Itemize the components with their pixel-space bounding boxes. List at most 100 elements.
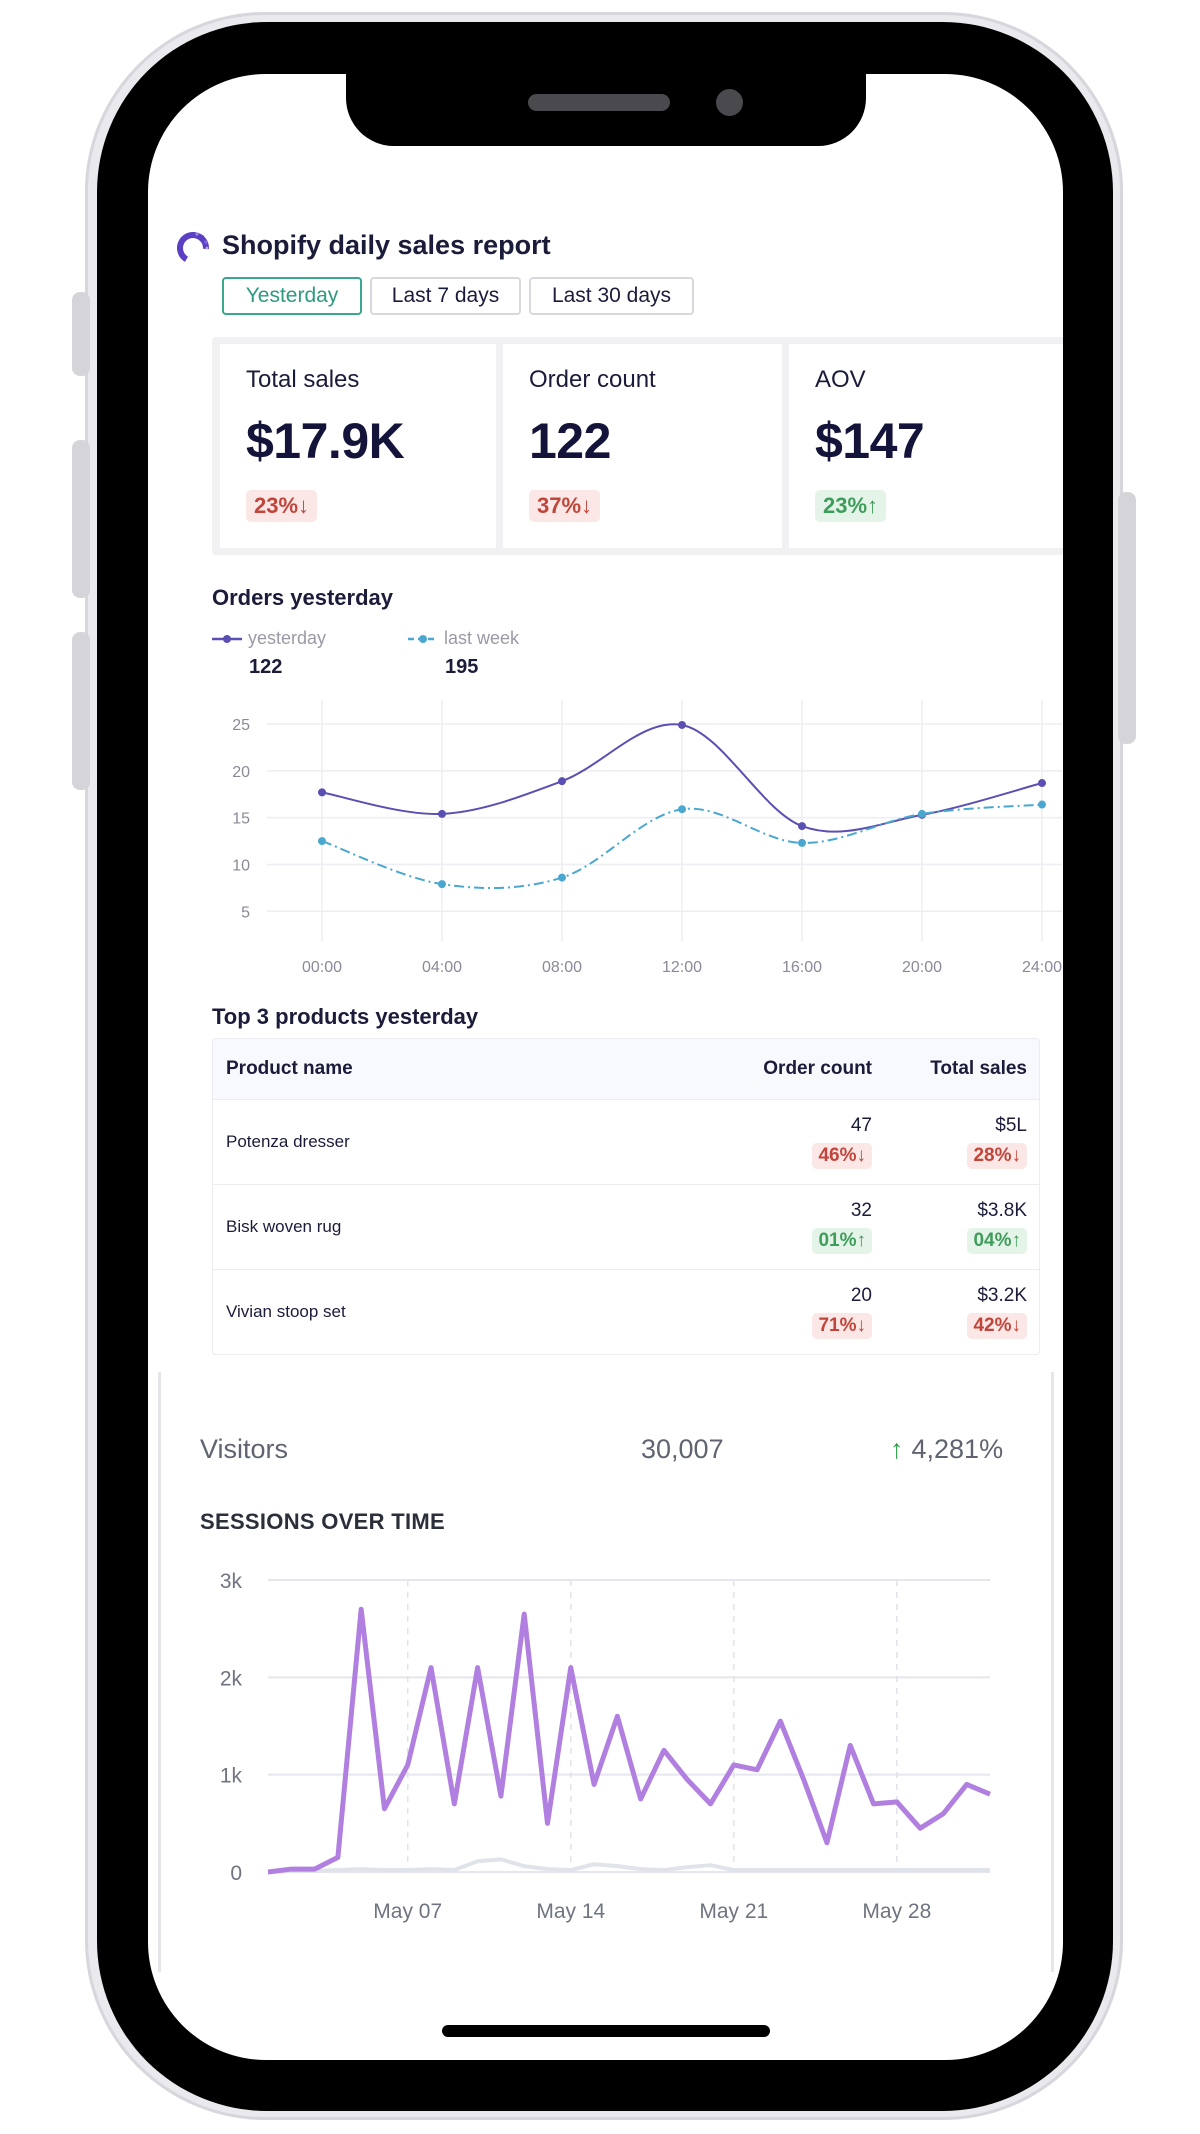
volume-down-button	[72, 632, 90, 790]
sessions-line-chart: 0 1k 2k 3k May 07 May 14 May 21 May 28	[220, 1570, 991, 1923]
data-point	[678, 805, 686, 814]
total-sales: $5L	[995, 1115, 1027, 1136]
x-tick-label: May 28	[862, 1900, 931, 1923]
visitors-change: ↑ 4,281%	[890, 1434, 1003, 1465]
order-count: 47	[850, 1115, 872, 1136]
data-point	[1038, 800, 1046, 809]
product-name: Potenza dresser	[226, 1132, 350, 1151]
y-tick-label: 25	[232, 717, 250, 734]
table-header: Product name Order count Total sales	[213, 1039, 1039, 1100]
legend-last-week[interactable]: last week	[408, 628, 519, 649]
product-name: Bisk woven rug	[226, 1217, 342, 1236]
y-tick-label: 3k	[220, 1570, 243, 1593]
data-point	[438, 809, 446, 818]
x-tick-label: May 21	[699, 1900, 768, 1923]
home-indicator	[442, 2025, 770, 2037]
power-button	[1118, 492, 1136, 744]
series-line-sessions	[267, 1606, 991, 1875]
data-point	[558, 873, 566, 882]
arrow-up-icon: ↑	[890, 1434, 904, 1464]
sales-change-badge: 42%↓	[967, 1313, 1027, 1339]
orders-line-chart: 00:00 04:00 08:00 12:00 16:00 20:00 24:00 5 10 15…	[232, 700, 1062, 976]
data-point	[438, 880, 446, 889]
x-tick-label: May 14	[536, 1900, 605, 1923]
products-title: Top 3 products yesterday	[212, 1004, 479, 1029]
x-tick-label: 16:00	[782, 959, 822, 976]
kpi-value: 122	[529, 413, 611, 469]
order-change-badge: 46%↓	[812, 1143, 872, 1169]
tab-yesterday[interactable]: Yesterday	[222, 277, 362, 315]
kpi-cards: Total sales $17.9K 23%↓ Order count 122 …	[212, 337, 1063, 555]
x-tick-label: 24:00	[1022, 959, 1062, 976]
report-title: Shopify daily sales report	[222, 230, 551, 260]
volume-up-button	[72, 440, 90, 598]
legend-line-solid-icon	[212, 635, 242, 644]
y-tick-label: 10	[232, 857, 250, 874]
kpi-total-sales: Total sales $17.9K 23%↓	[220, 344, 496, 548]
data-point	[318, 837, 326, 846]
data-point	[318, 788, 326, 797]
kpi-change-badge: 37%↓	[529, 490, 601, 522]
silent-switch	[72, 292, 90, 376]
data-point	[558, 777, 566, 786]
kpi-aov: AOV $147 23%↑	[789, 344, 1063, 548]
y-tick-label: 2k	[220, 1667, 243, 1690]
header-total-sales: Total sales	[930, 1058, 1027, 1079]
visitors-value: 30,007	[641, 1434, 724, 1464]
data-point	[1038, 779, 1046, 788]
data-point	[798, 822, 806, 831]
legend-label: last week	[444, 628, 520, 648]
header-order-count: Order count	[763, 1058, 872, 1079]
tab-last-30-days[interactable]: Last 30 days	[529, 277, 694, 315]
order-count: 20	[850, 1285, 872, 1306]
products-table: Product name Order count Total sales Pot…	[212, 1038, 1040, 1355]
sales-change-badge: 28%↓	[967, 1143, 1027, 1169]
legend-line-dashed-icon	[408, 635, 438, 644]
table-row[interactable]: Potenza dresser 47 46%↓ $5L 28%↓	[213, 1100, 1039, 1185]
kpi-label: AOV	[815, 366, 866, 393]
kpi-value: $147	[815, 413, 925, 469]
product-name: Vivian stoop set	[226, 1302, 346, 1321]
x-tick-label: 20:00	[902, 959, 942, 976]
series-line-previous-period	[267, 1857, 990, 1874]
visitors-label: Visitors	[200, 1434, 289, 1464]
y-tick-label: 15	[232, 811, 250, 828]
total-sales: $3.2K	[977, 1285, 1027, 1306]
table-row[interactable]: Vivian stoop set 20 71%↓ $3.2K 42%↓	[213, 1270, 1039, 1354]
legend-yesterday[interactable]: yesterday	[212, 628, 326, 649]
order-count: 32	[850, 1200, 872, 1221]
kpi-change-badge: 23%↑	[815, 490, 887, 522]
order-change-badge: 01%↑	[812, 1228, 872, 1254]
kpi-order-count: Order count 122 37%↓	[503, 344, 782, 548]
header-product-name: Product name	[226, 1058, 353, 1079]
phone-screen: Shopify daily sales report Yesterday Las…	[148, 74, 1063, 2060]
data-point	[918, 809, 926, 818]
x-tick-label: May 07	[373, 1900, 442, 1923]
front-camera	[716, 89, 743, 116]
legend-total-last-week: 195	[445, 656, 479, 678]
order-change-badge: 71%↓	[812, 1313, 872, 1339]
sales-change-badge: 04%↑	[967, 1228, 1027, 1254]
tab-last-7-days[interactable]: Last 7 days	[370, 277, 521, 315]
kpi-label: Total sales	[246, 366, 360, 393]
visitors-change-value: 4,281%	[911, 1434, 1004, 1464]
sessions-chart-title: SESSIONS OVER TIME	[200, 1509, 446, 1534]
x-tick-label: 12:00	[662, 959, 702, 976]
legend-total-yesterday: 122	[249, 656, 283, 678]
x-tick-label: 00:00	[302, 959, 342, 976]
legend-label: yesterday	[248, 628, 327, 648]
x-tick-label: 04:00	[422, 959, 462, 976]
x-tick-label: 08:00	[542, 959, 582, 976]
y-tick-label: 20	[232, 764, 250, 781]
orders-chart-title: Orders yesterday	[212, 585, 393, 610]
y-tick-label: 0	[230, 1862, 242, 1885]
y-tick-label: 1k	[220, 1765, 243, 1788]
y-tick-label: 5	[241, 904, 250, 921]
table-row[interactable]: Bisk woven rug 32 01%↑ $3.8K 04%↑	[213, 1185, 1039, 1270]
kpi-value: $17.9K	[246, 413, 405, 469]
data-point	[798, 838, 806, 847]
report-logo-icon	[177, 232, 209, 264]
total-sales: $3.8K	[977, 1200, 1027, 1221]
kpi-change-badge: 23%↓	[246, 490, 318, 522]
date-range-tabs: Yesterday Last 7 days Last 30 days	[222, 277, 694, 315]
